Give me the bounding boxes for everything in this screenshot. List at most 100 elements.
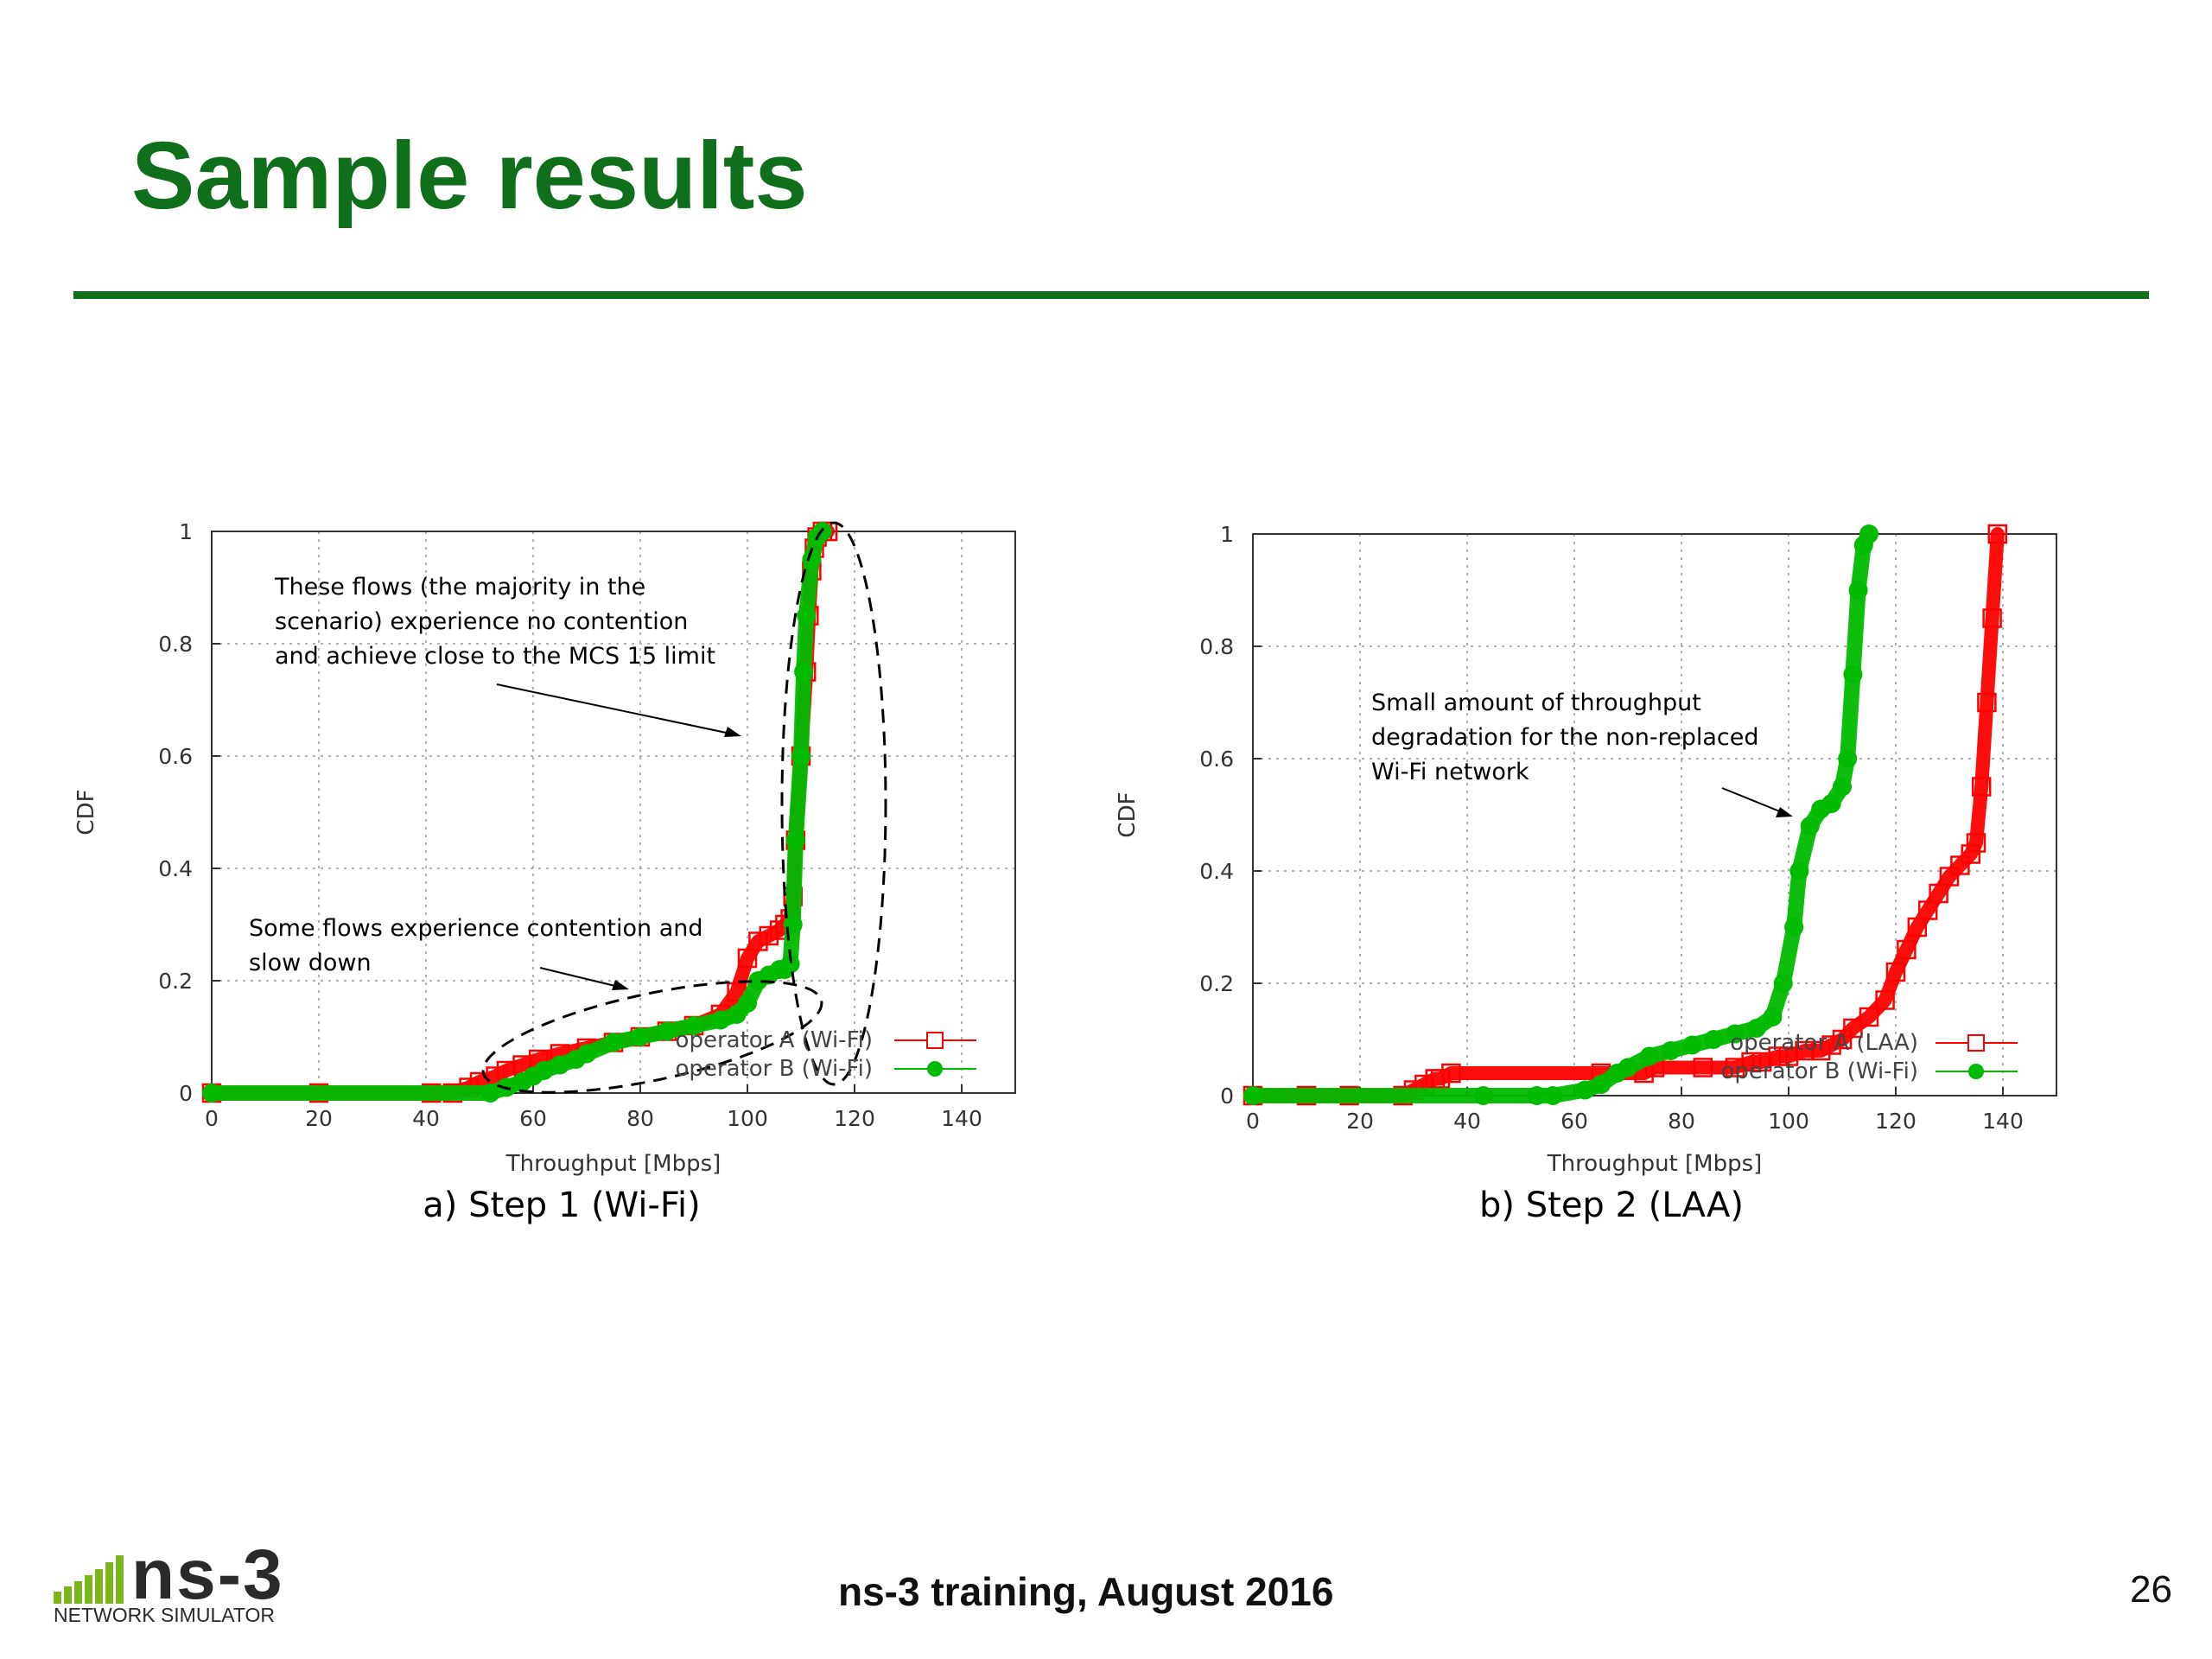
legend-label-b: operator B (Wi-Fi) [675,1056,873,1082]
series-0-point [1950,855,1970,875]
legend: operator A (Wi-Fi) operator B (Wi-Fi) [675,1027,976,1082]
series-0-point [1971,777,1992,797]
series-1-point [604,1033,623,1052]
series-0-point [1725,1058,1745,1077]
x-tick-label: 100 [727,1106,768,1131]
series-1-point [480,1084,500,1103]
y-tick-label: 1 [1220,522,1234,547]
series-1-point [202,1084,221,1103]
series-1-point [1821,794,1841,813]
y-tick-label: 0.8 [158,632,193,657]
series-0-point [737,948,758,969]
series-0-point [748,931,768,951]
series-1-point [1800,817,1820,836]
annotation-arrowhead-degradation [1776,807,1793,817]
x-tick-label: 120 [834,1106,875,1131]
series-0-point [1693,1058,1713,1077]
annotation-degradation-line1: Small amount of throughput [1371,690,1701,716]
grid [1253,533,2056,1096]
legend-label-a: operator A (Wi-Fi) [676,1027,873,1053]
series-0-point [1987,524,2008,544]
chart-caption: a) Step 1 (Wi-Fi) [423,1185,700,1225]
annotation-arrow-contention [539,967,623,988]
annotation-degradation-line3: Wi-Fi network [1371,759,1529,785]
ns3-logo: ns-3 NETWORK SIMULATOR [52,1535,328,1633]
x-tick-label: 20 [305,1106,333,1131]
annotation-majority-line2: scenario) experience no contention [275,608,688,635]
series-0-point [1939,867,1960,887]
series-1-point [1543,1086,1563,1105]
series-0-point [1843,1018,1863,1039]
x-axis-label: Throughput [Mbps] [505,1151,721,1177]
annotation-arrowhead-majority [724,727,741,737]
series-0-point [1430,1069,1451,1089]
plot-frame [211,531,1016,1094]
series-1-point [1784,918,1804,937]
plot-frame [1252,533,2057,1096]
legend-marker-a [1967,1034,1985,1052]
series-1-point [1639,1046,1659,1066]
x-tick-label: 40 [412,1106,440,1131]
series-1-point [1243,1086,1262,1105]
series-0-point [1821,1035,1841,1055]
y-tick-label: 0.4 [158,856,193,881]
series-1-point [631,1027,650,1046]
y-tick-label: 1 [179,519,193,544]
x-tick-label: 80 [1668,1109,1695,1134]
series-0-point [1441,1063,1461,1084]
series-1-point [658,1021,677,1041]
series-0-point [1859,1007,1879,1027]
series-1-point [577,1044,596,1064]
y-tick-label: 0.2 [158,969,193,994]
y-tick-label: 0 [179,1081,193,1106]
y-tick-label: 0.6 [158,744,193,769]
x-tick-label: 140 [941,1106,982,1131]
annotation-contention-line1: Some flows experience contention and [249,915,703,942]
annotation-contention-line2: slow down [249,950,372,976]
series-1-point [1661,1041,1681,1060]
x-tick-label: 0 [1246,1109,1260,1134]
x-tick-label: 60 [519,1106,547,1131]
series-0-point [1907,917,1928,938]
annotation-arrow-majority [496,683,735,735]
series-1-point [1682,1035,1702,1055]
series-1-point [1773,974,1793,993]
series-0-point [496,1060,517,1081]
series-1-point [1704,1030,1724,1049]
legend-marker-b [927,1061,943,1077]
annotation-ellipse-majority [780,521,887,1086]
signal-bars-icon [54,1555,124,1604]
series-1-point [780,954,800,974]
legend-marker-a [926,1032,944,1049]
data-layer [1243,524,2008,1106]
y-tick-label: 0.8 [1199,634,1234,659]
series-1-point [1746,1019,1766,1038]
series-0-point [1966,833,1986,853]
logo-subtitle: NETWORK SIMULATOR [54,1604,275,1626]
legend-label-a: operator A (LAA) [1730,1030,1918,1056]
series-1-point [1726,1024,1745,1044]
x-tick-label: 60 [1560,1109,1588,1134]
x-tick-label: 140 [1982,1109,2024,1134]
series-1-point [684,1016,703,1035]
series-1-point [785,830,805,850]
series-0-curve [1246,527,2005,1103]
x-tick-label: 80 [626,1106,654,1131]
series-0-point [1778,1046,1799,1066]
series-0-point [1917,900,1938,920]
x-tick-label: 40 [1453,1109,1481,1134]
series-1-point [1843,664,1863,684]
annotation-arrow-degradation [1721,787,1787,815]
series-0-point [1832,1029,1853,1050]
annotation-arrowhead-contention [612,980,629,990]
series-1-point [550,1055,569,1075]
chart-step2: 0 20 40 60 80 100 120 140 0 0.2 0.4 0.6 0.8 1 Small a… [1093,484,2147,1262]
title-divider [73,291,2149,299]
series-1-point [534,1061,554,1080]
y-axis-label: CDF [73,789,99,835]
chart-step1-svg: 0 20 40 60 80 100 120 140 0 0.2 0.4 0.6 0.8 1 These f… [73,519,1016,1225]
x-axis-label: Throughput [Mbps] [1547,1151,1763,1177]
series-0-point [1768,1046,1788,1066]
series-1-point [1618,1058,1637,1077]
annotation-majority-line1: These flows (the majority in the [274,574,645,601]
